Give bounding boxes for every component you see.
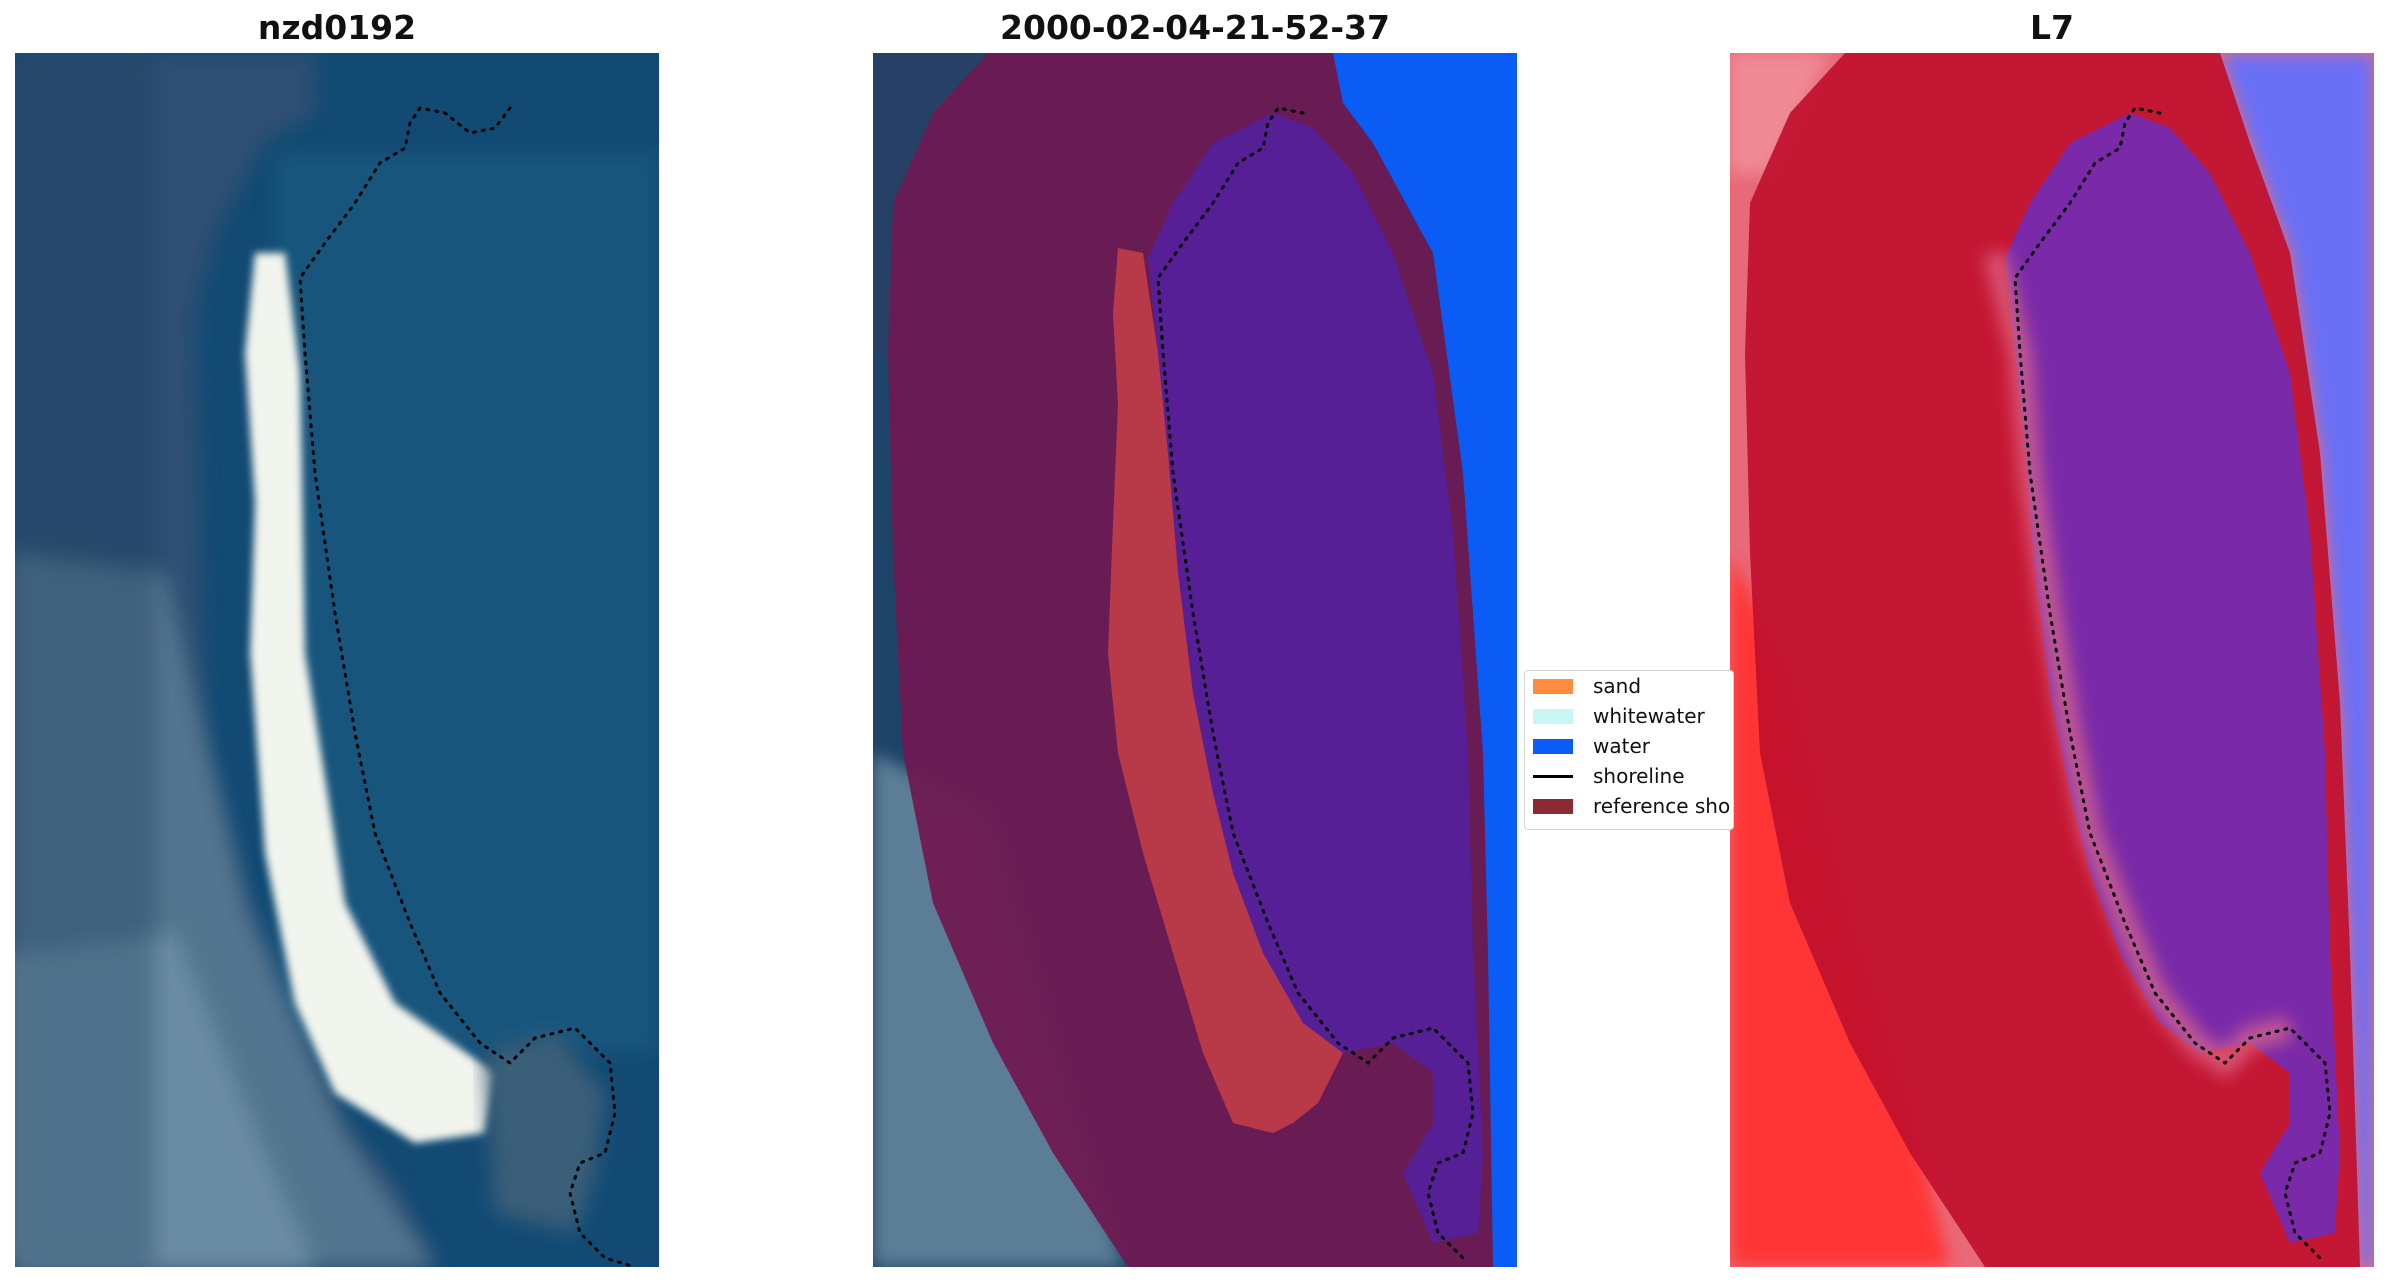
index-blue-area	[2220, 53, 2374, 1267]
panel-title-date: 2000-02-04-21-52-37	[1000, 8, 1390, 47]
shoreline-dotted	[1156, 106, 1475, 1260]
index-image-panel	[1730, 53, 2374, 1267]
legend-label-sand: sand	[1593, 674, 1642, 698]
classified-image-panel	[873, 53, 1517, 1267]
sand-beach	[245, 253, 495, 1143]
shoreline-dotted	[2013, 106, 2332, 1260]
shoreline-dotted	[298, 106, 637, 1267]
legend-item-water: water	[1525, 733, 1733, 759]
legend-item-shoreline: shoreline	[1525, 763, 1733, 789]
panel-title-satellite: L7	[2030, 8, 2074, 47]
legend-swatch-whitewater	[1533, 709, 1573, 724]
legend-label-whitewater: whitewater	[1593, 704, 1705, 728]
rgb-image-panel	[15, 53, 659, 1267]
classified-inner-water	[1148, 113, 1483, 1243]
legend: sand whitewater water shoreline referenc…	[1524, 670, 1734, 830]
legend-label-water: water	[1593, 734, 1650, 758]
legend-swatch-reference-shoreline	[1533, 799, 1573, 814]
legend-line-shoreline	[1533, 775, 1573, 778]
legend-item-sand: sand	[1525, 673, 1733, 699]
index-water-purple	[2005, 113, 2340, 1243]
legend-swatch-water	[1533, 739, 1573, 754]
legend-label-reference-shoreline: reference sho	[1593, 794, 1731, 818]
legend-label-shoreline: shoreline	[1593, 764, 1685, 788]
panel-title-rgb: nzd0192	[257, 8, 417, 47]
classified-sand-region	[1108, 248, 1343, 1133]
legend-swatch-sand	[1533, 679, 1573, 694]
classified-water-region	[1333, 53, 1517, 1267]
legend-item-whitewater: whitewater	[1525, 703, 1733, 729]
legend-item-reference-shoreline: reference sho	[1525, 793, 1733, 819]
